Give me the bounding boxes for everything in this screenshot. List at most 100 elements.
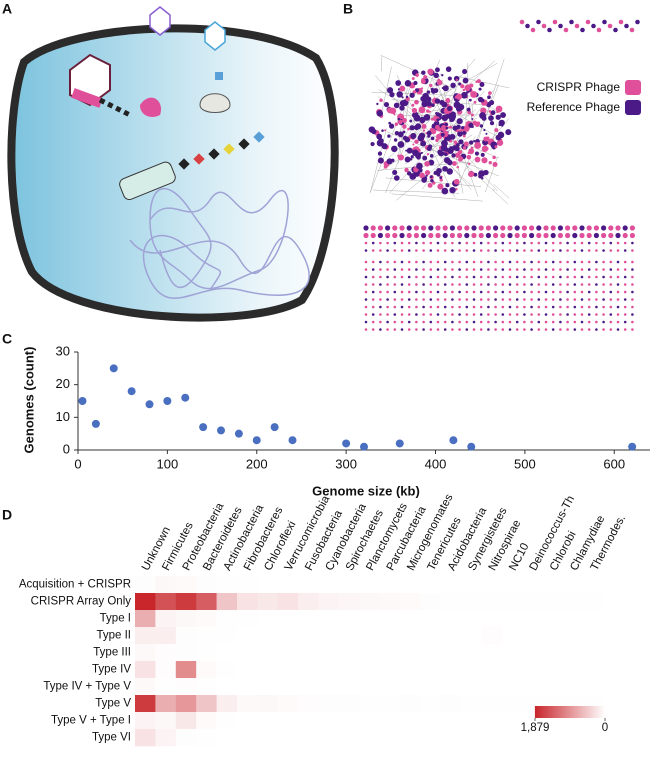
- network-node: [501, 241, 505, 245]
- heat-cell: [481, 729, 503, 747]
- network-node: [523, 298, 526, 301]
- network-node: [495, 114, 501, 120]
- network-node: [407, 313, 411, 316]
- network-node: [615, 225, 621, 231]
- network-node: [413, 80, 418, 86]
- network-node: [602, 241, 605, 245]
- network-node: [420, 95, 426, 102]
- x-tick-label: 300: [335, 456, 357, 471]
- network-node: [379, 290, 382, 294]
- network-node: [363, 225, 369, 231]
- network-node: [429, 83, 433, 88]
- network-node: [386, 320, 389, 324]
- network-node: [458, 298, 461, 301]
- heat-cell: [257, 661, 279, 679]
- network-node: [429, 153, 434, 158]
- network-node: [544, 313, 548, 316]
- network-node: [376, 133, 383, 140]
- network-node: [441, 101, 448, 108]
- network-node: [462, 88, 466, 92]
- network-node: [465, 268, 469, 271]
- network-node: [427, 144, 433, 149]
- network-node: [537, 249, 541, 252]
- heat-cell: [237, 695, 258, 713]
- network-node: [476, 121, 481, 126]
- network-node: [400, 249, 404, 252]
- heat-cell: [563, 627, 585, 645]
- network-node: [468, 98, 472, 102]
- heat-cell: [277, 576, 299, 594]
- heat-cell: [563, 593, 585, 611]
- network-node: [629, 232, 636, 239]
- network-node: [629, 27, 635, 33]
- network-node: [421, 70, 426, 75]
- heat-cell: [298, 695, 319, 713]
- network-node: [393, 138, 398, 142]
- heat-cell: [135, 661, 156, 679]
- network-node: [472, 320, 476, 324]
- network-node: [587, 283, 591, 286]
- network-node: [399, 85, 406, 92]
- network-node: [616, 241, 620, 245]
- network-node: [411, 103, 415, 107]
- network-node: [452, 95, 455, 99]
- network-node: [420, 151, 423, 155]
- heat-cell: [257, 729, 279, 747]
- network-node: [609, 241, 613, 245]
- heat-cell: [216, 644, 238, 662]
- point: [252, 436, 261, 445]
- heat-cell: [379, 576, 401, 594]
- heat-cell: [461, 610, 483, 628]
- heat-cell: [196, 712, 217, 730]
- network-node: [435, 67, 440, 73]
- network-node: [414, 139, 419, 144]
- network-edge: [398, 123, 405, 157]
- network-node: [441, 187, 449, 195]
- network-node: [573, 313, 577, 316]
- heat-cell: [318, 576, 340, 594]
- network-node: [537, 328, 541, 331]
- x-tick-label: 200: [246, 456, 268, 471]
- network-node: [501, 313, 505, 316]
- colorbar-label: 1,879: [521, 722, 550, 734]
- heat-cell: [461, 712, 483, 730]
- network-node: [407, 305, 411, 309]
- network-node: [623, 260, 627, 264]
- heat-cell: [216, 712, 238, 730]
- heat-cell: [461, 661, 483, 679]
- heat-cell: [318, 712, 340, 730]
- heat-cell: [522, 661, 544, 679]
- network-node: [436, 275, 440, 279]
- network-node: [418, 106, 426, 114]
- network-edge: [380, 55, 457, 90]
- network-node: [415, 260, 418, 264]
- row-label: Type III: [93, 647, 131, 659]
- network-node: [529, 232, 535, 239]
- network-node: [441, 73, 444, 77]
- network-node: [422, 268, 425, 271]
- y-axis-label: Genomes (count): [21, 347, 36, 454]
- network-node: [479, 283, 483, 286]
- network-node: [593, 232, 600, 239]
- network-node: [407, 283, 411, 286]
- network-node: [551, 305, 555, 309]
- network-node: [397, 94, 401, 98]
- network-node: [410, 132, 417, 140]
- network-node: [495, 134, 502, 141]
- network-node: [474, 156, 481, 163]
- network-node: [443, 268, 447, 271]
- heat-cell: [400, 644, 421, 662]
- network-node: [563, 27, 569, 33]
- row-label: Type IV: [92, 664, 131, 676]
- network-node: [371, 249, 375, 252]
- network-node: [566, 260, 569, 264]
- network-node: [386, 107, 394, 114]
- network-node: [487, 241, 490, 245]
- heat-cell: [481, 576, 503, 594]
- network-node: [488, 91, 492, 95]
- network-node: [427, 182, 433, 188]
- network-node: [462, 69, 468, 75]
- network-node: [413, 114, 421, 122]
- heat-cell: [237, 678, 258, 696]
- network-node: [370, 225, 376, 231]
